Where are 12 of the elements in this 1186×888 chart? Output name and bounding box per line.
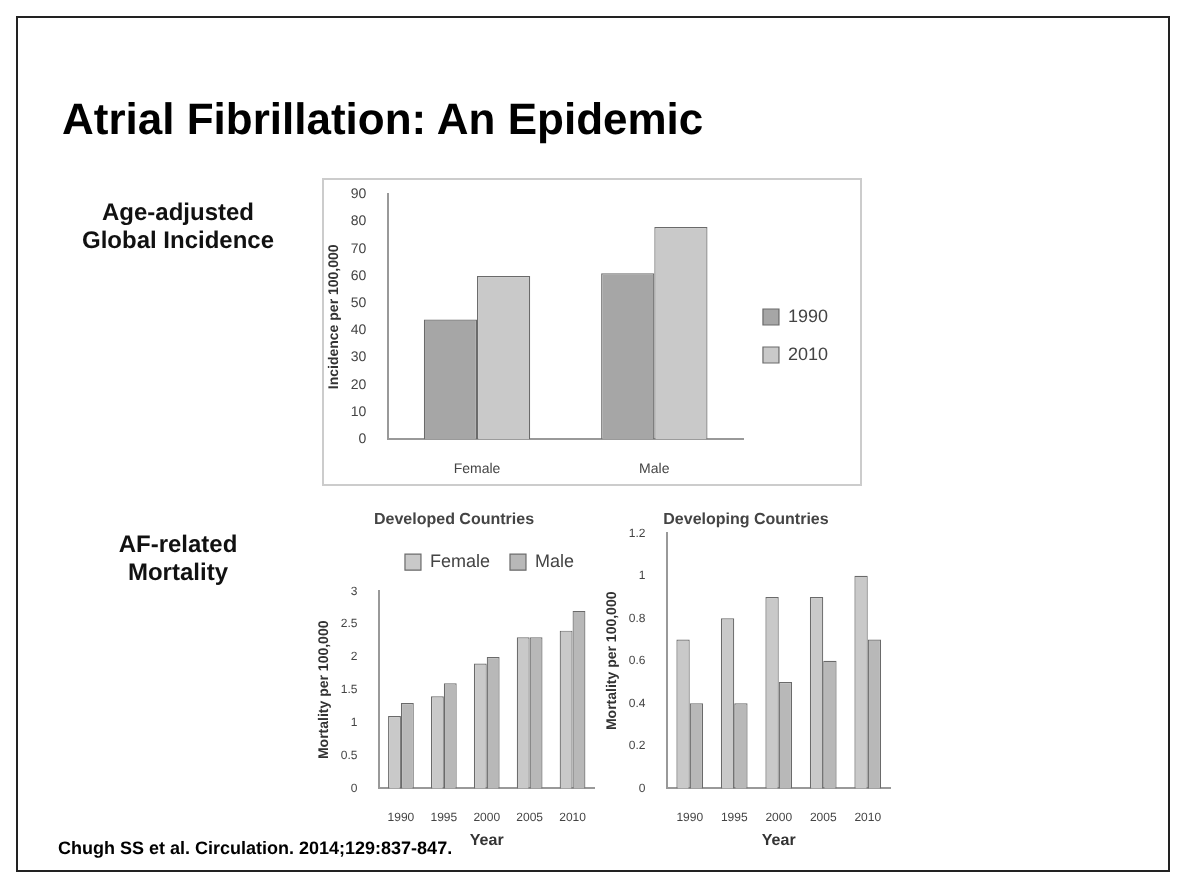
legend-label: 1990 bbox=[787, 305, 829, 326]
legend-label: Male bbox=[534, 551, 575, 572]
chart-title: Developing Countries bbox=[663, 510, 830, 529]
text: Chugh SS et al. Circulation. 2014;129:837-847. bbox=[58, 838, 453, 858]
text: Age-adjusted Global Incidence bbox=[79, 198, 277, 254]
chart-title: Atrial Fibrillation: An Epidemic bbox=[62, 94, 704, 146]
chart-title: Developed Countries bbox=[373, 510, 536, 529]
legend-label: Female bbox=[429, 551, 490, 572]
text: AF-related Mortality bbox=[116, 530, 240, 586]
x-axis-title: Year bbox=[469, 830, 504, 849]
x-axis-title: Year bbox=[761, 830, 796, 849]
legend-label: 2010 bbox=[787, 343, 829, 364]
